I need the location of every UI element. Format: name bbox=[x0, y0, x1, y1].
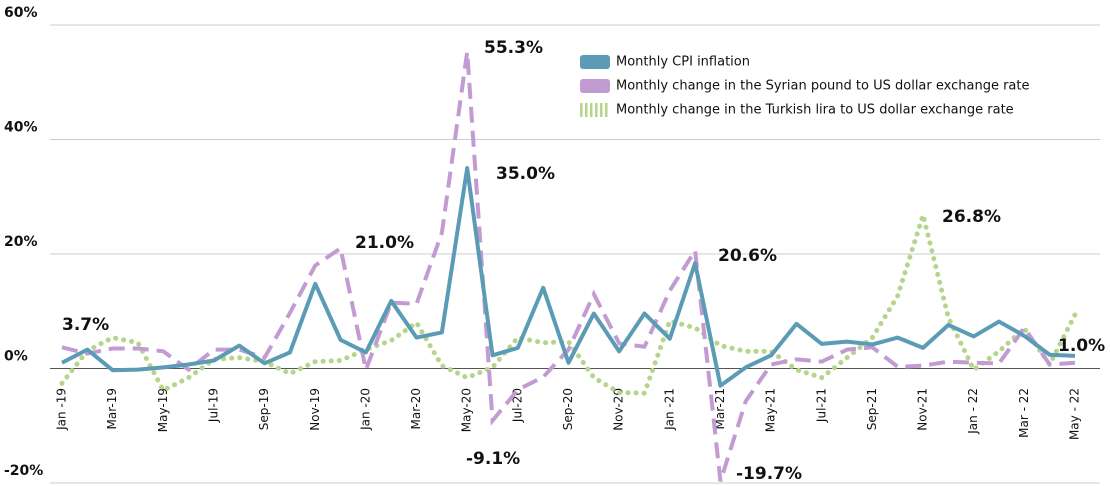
x-tick-label: Sep-19 bbox=[257, 388, 271, 430]
annotation: 26.8% bbox=[942, 207, 1001, 227]
x-tick-label: May-21 bbox=[764, 388, 778, 432]
x-tick-label: Mar-21 bbox=[713, 388, 727, 429]
annotation: 21.0% bbox=[355, 233, 414, 253]
y-tick-label: 40% bbox=[4, 120, 38, 136]
legend-swatch bbox=[580, 79, 610, 93]
legend-swatch bbox=[580, 103, 583, 117]
annotation: -19.7% bbox=[736, 464, 802, 484]
x-tick-label: May-20 bbox=[460, 388, 474, 432]
y-tick-label: 20% bbox=[4, 234, 38, 250]
x-tick-label: May - 22 bbox=[1068, 388, 1082, 440]
x-tick-label: Mar-19 bbox=[105, 388, 119, 429]
x-tick-label: Jan -20 bbox=[358, 388, 372, 431]
x-tick-label: Jan - 22 bbox=[966, 388, 980, 435]
x-tick-label: Jul-21 bbox=[814, 388, 828, 423]
x-tick-label: Nov-21 bbox=[916, 388, 930, 431]
legend-swatch bbox=[590, 103, 593, 117]
annotation: 3.7% bbox=[62, 315, 109, 335]
x-tick-label: Jan -21 bbox=[662, 388, 676, 431]
annotation: 35.0% bbox=[496, 164, 555, 184]
legend-label: Monthly change in the Syrian pound to US… bbox=[616, 79, 1030, 94]
series-line bbox=[59, 205, 1078, 396]
y-tick-label: -20% bbox=[4, 463, 43, 479]
legend-swatch bbox=[585, 103, 588, 117]
x-tick-label: Nov-20 bbox=[612, 388, 626, 431]
series-line bbox=[61, 166, 1076, 388]
x-tick-label: Sep-21 bbox=[865, 388, 879, 430]
annotation: 55.3% bbox=[484, 38, 543, 58]
x-tick-label: Jan -19 bbox=[55, 388, 69, 431]
annotation: 20.6% bbox=[718, 246, 777, 266]
x-tick-label: Nov-19 bbox=[308, 388, 322, 431]
legend-label: Monthly change in the Turkish lira to US… bbox=[616, 103, 1014, 118]
legend-label: Monthly CPI inflation bbox=[616, 55, 750, 70]
x-tick-label: Sep-20 bbox=[561, 388, 575, 430]
annotation: -9.1% bbox=[466, 449, 520, 469]
legend-swatch bbox=[600, 103, 603, 117]
x-tick-label: Jul-19 bbox=[206, 388, 220, 423]
annotation: 1.0% bbox=[1058, 336, 1105, 356]
y-tick-label: 60% bbox=[4, 5, 38, 21]
legend-swatch bbox=[595, 103, 598, 117]
y-tick-label: 0% bbox=[4, 349, 28, 365]
legend-swatch bbox=[605, 103, 608, 117]
legend-swatch bbox=[580, 55, 610, 69]
x-tick-label: May-19 bbox=[156, 388, 170, 432]
x-tick-label: Mar-20 bbox=[409, 388, 423, 429]
plot: -20% 0% 20% 40% 60% Jan -19 Mar-19 May-19 Jul-19… bbox=[4, 5, 1100, 484]
x-tick-label: Mar - 22 bbox=[1017, 388, 1031, 438]
